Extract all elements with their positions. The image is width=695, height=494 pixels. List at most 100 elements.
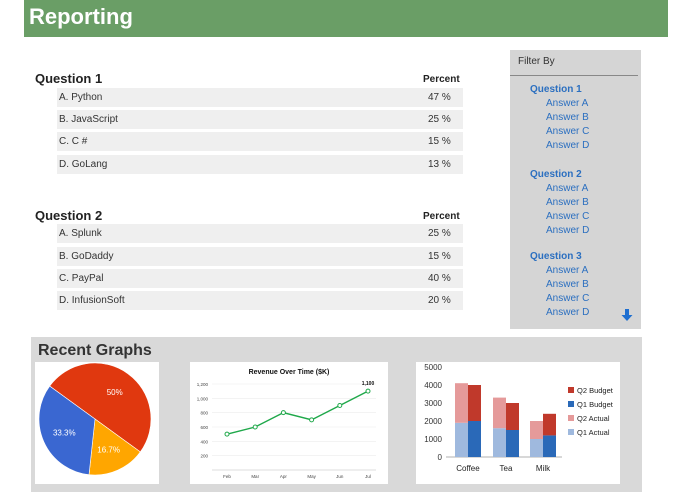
x-tick-label: Jun [336, 474, 344, 479]
answer-percent: 25 % [428, 228, 451, 239]
line-chart: Revenue Over Time ($K) 200 400 600 800 1,000 1… [197, 369, 376, 479]
filter-q3-answer-d[interactable]: Answer D [546, 307, 590, 318]
y-tick-label: 1000 [424, 435, 442, 444]
bar-q1-actual [530, 439, 543, 457]
filter-q1-answer-b[interactable]: Answer B [546, 112, 589, 123]
answer-label: B. GoDaddy [59, 251, 114, 262]
bar-q1-budget [506, 430, 519, 457]
question-2-title: Question 2 [35, 208, 103, 223]
line-chart-title: Revenue Over Time ($K) [249, 369, 330, 376]
line-point [309, 417, 315, 423]
x-tick-label: Coffee [456, 464, 480, 473]
legend-swatch [568, 387, 574, 393]
x-tick-label: Apr [280, 474, 288, 479]
y-tick-label: 600 [200, 425, 208, 430]
filter-panel: Filter By Question 1 Answer A Answer B A… [510, 50, 641, 329]
pie-chart: 50% 16.7% 33.3% [38, 362, 152, 476]
x-tick-label: Mar [251, 474, 259, 479]
question-1-answer-row: A. Python 47 % [57, 88, 463, 107]
bar-chart-card[interactable]: 0 1000 2000 3000 4000 5000 Coffee Tea Milk Q2 Bud… [416, 362, 620, 484]
answer-label: C. C # [59, 136, 88, 147]
filter-question-2[interactable]: Question 2 [530, 169, 582, 180]
filter-question-3[interactable]: Question 3 [530, 251, 582, 262]
question-1-answer-row: B. JavaScript 25 % [57, 110, 463, 129]
question-2-percent-header: Percent [423, 211, 460, 222]
recent-graphs-title: Recent Graphs [38, 342, 152, 359]
question-2-answer-row: C. PayPal 40 % [57, 269, 463, 288]
bar-q2-actual [530, 421, 543, 439]
bar-q1-budget [468, 421, 481, 457]
legend-swatch [568, 401, 574, 407]
revenue-series-line [226, 390, 369, 435]
page-title: Reporting [29, 4, 133, 29]
pie-label: 33.3% [53, 429, 76, 438]
arrow-down-icon[interactable] [620, 308, 634, 322]
line-point [224, 431, 230, 437]
filter-q1-answer-c[interactable]: Answer C [546, 126, 590, 137]
filter-q2-answer-c[interactable]: Answer C [546, 211, 590, 222]
question-1-answer-row: D. GoLang 13 % [57, 155, 463, 174]
line-point [337, 403, 343, 408]
page-header: Reporting [24, 0, 668, 37]
x-tick-label: Jul [365, 474, 371, 479]
answer-label: D. GoLang [59, 159, 108, 170]
question-1-title: Question 1 [35, 71, 103, 86]
filter-q3-answer-a[interactable]: Answer A [546, 265, 589, 276]
pie-chart-card[interactable]: 50% 16.7% 33.3% [35, 362, 159, 484]
bar-q2-budget [506, 403, 519, 430]
filter-question-1[interactable]: Question 1 [530, 84, 582, 95]
filter-q3-answer-c[interactable]: Answer C [546, 293, 590, 304]
line-point [365, 388, 371, 394]
bar-q2-budget [543, 413, 556, 436]
line-point [280, 410, 286, 416]
y-tick-label: 0 [438, 453, 443, 462]
bar-q1-budget [543, 435, 556, 457]
x-tick-label: Tea [500, 464, 513, 473]
legend-label: Q1 Actual [577, 428, 610, 437]
y-tick-label: 400 [200, 439, 208, 444]
answer-label: A. Splunk [59, 228, 102, 239]
legend-swatch [568, 415, 574, 421]
line-chart-card[interactable]: Revenue Over Time ($K) 200 400 600 800 1,000 1… [190, 362, 388, 484]
bar-q2-budget [468, 385, 481, 421]
x-tick-label: Feb [223, 474, 231, 479]
legend-label: Q2 Actual [577, 414, 610, 423]
answer-percent: 40 % [428, 273, 451, 284]
filter-q2-answer-d[interactable]: Answer D [546, 225, 590, 236]
filter-q1-answer-a[interactable]: Answer A [546, 98, 589, 109]
answer-percent: 25 % [428, 114, 451, 125]
question-1-answer-row: C. C # 15 % [57, 132, 463, 151]
y-tick-label: 200 [200, 454, 208, 459]
answer-percent: 13 % [428, 159, 451, 170]
filter-q3-answer-b[interactable]: Answer B [546, 279, 589, 290]
filter-q1-answer-d[interactable]: Answer D [546, 140, 590, 151]
y-tick-label: 2000 [424, 417, 442, 426]
question-2-answer-row: A. Splunk 25 % [57, 224, 463, 243]
legend-label: Q2 Budget [577, 386, 614, 395]
bar-q2-actual [493, 397, 506, 429]
answer-percent: 47 % [428, 92, 451, 103]
filter-title: Filter By [518, 56, 555, 67]
y-tick-label: 1,200 [197, 382, 209, 387]
pie-label: 16.7% [97, 446, 120, 455]
question-1-percent-header: Percent [423, 74, 460, 85]
pie-slice [49, 362, 152, 453]
bar-q1-actual [455, 422, 468, 457]
answer-percent: 15 % [428, 136, 451, 147]
pie-slice [88, 418, 141, 476]
answer-percent: 15 % [428, 251, 451, 262]
answer-label: A. Python [59, 92, 103, 103]
question-2-answer-row: B. GoDaddy 15 % [57, 247, 463, 266]
answer-label: C. PayPal [59, 273, 104, 284]
bar-q1-actual [493, 428, 506, 457]
y-tick-label: 3000 [424, 399, 442, 408]
filter-divider [510, 75, 638, 76]
recent-graphs-panel: Recent Graphs 50% 16.7% 33.3% Revenue Over… [31, 337, 642, 492]
filter-q2-answer-b[interactable]: Answer B [546, 197, 589, 208]
data-label: 1,100 [362, 381, 375, 387]
filter-q2-answer-a[interactable]: Answer A [546, 183, 589, 194]
x-tick-label: Milk [536, 464, 551, 473]
pie-slice [38, 385, 96, 476]
y-tick-label: 1,000 [197, 396, 209, 401]
legend-label: Q1 Budget [577, 400, 614, 409]
